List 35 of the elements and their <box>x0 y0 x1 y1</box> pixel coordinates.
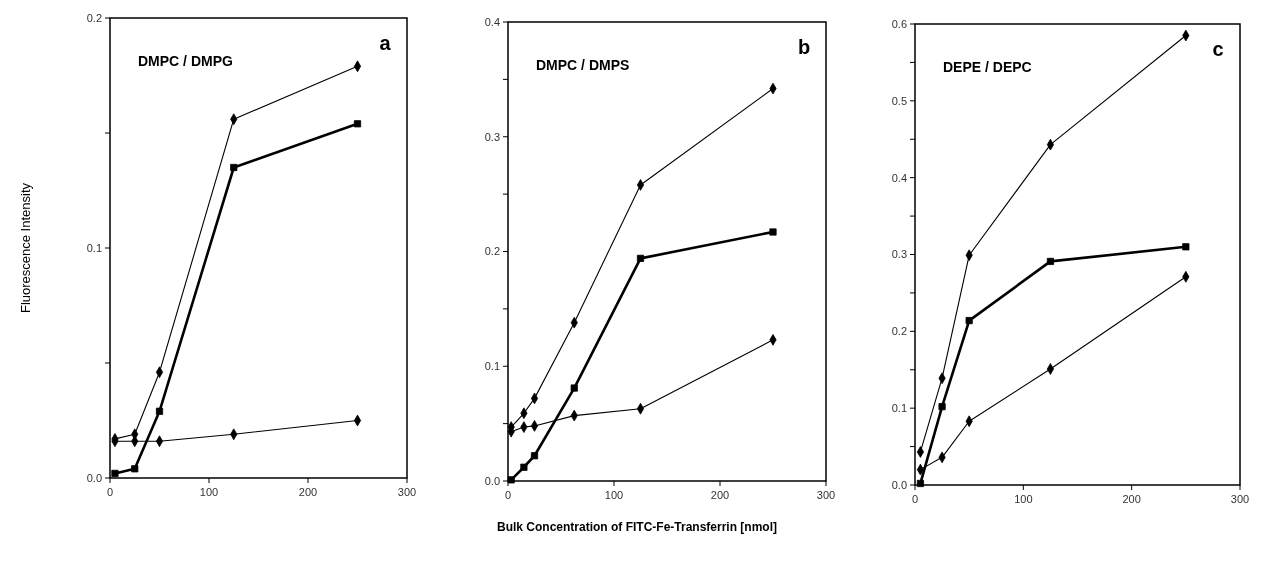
annotation: DEPE / DEPC <box>943 59 1032 75</box>
y-tick-label: 0.2 <box>86 11 102 24</box>
x-tick-label: 0 <box>504 489 512 501</box>
y-tick-label: 0.0 <box>86 471 102 484</box>
x-tick-label: 200 <box>710 489 730 501</box>
y-tick-label: 0.3 <box>891 248 907 261</box>
x-tick-label: 100 <box>199 486 219 498</box>
x-tick-label: 200 <box>1122 493 1141 505</box>
y-tick-label: 0.0 <box>891 478 907 491</box>
x-tick-label: 200 <box>298 486 318 498</box>
y-tick-label: 0.4 <box>891 171 907 184</box>
annotation: DMPC / DMPG <box>138 53 233 69</box>
annotation: c <box>1212 38 1224 60</box>
y-tick-label: 0.1 <box>891 402 907 415</box>
x-axis-title: Bulk Concentration of FITC-Fe-Transferrin [nmol] <box>496 520 778 534</box>
y-tick-label: 0.6 <box>891 17 907 30</box>
x-tick-label: 0 <box>911 493 919 505</box>
y-tick-label: 0.2 <box>484 245 500 258</box>
y-tick-label: 0.0 <box>484 474 500 487</box>
annotation: a <box>379 32 392 54</box>
x-tick-label: 100 <box>604 489 624 501</box>
x-tick-label: 300 <box>397 486 417 498</box>
x-tick-label: 100 <box>1014 493 1033 505</box>
y-tick-label: 0.5 <box>891 94 907 107</box>
annotation: b <box>797 36 811 58</box>
x-tick-label: 300 <box>1230 493 1250 505</box>
y-tick-label: 0.1 <box>484 360 500 373</box>
annotation: DMPC / DMPS <box>536 57 630 73</box>
y-tick-label: 0.1 <box>86 241 102 254</box>
y-axis-title: Fluorescence Intensity <box>18 182 33 314</box>
y-tick-label: 0.2 <box>891 325 907 338</box>
y-tick-label: 0.4 <box>484 15 500 28</box>
x-tick-label: 300 <box>816 489 836 501</box>
x-tick-label: 0 <box>106 486 114 498</box>
y-tick-label: 0.3 <box>484 130 500 143</box>
